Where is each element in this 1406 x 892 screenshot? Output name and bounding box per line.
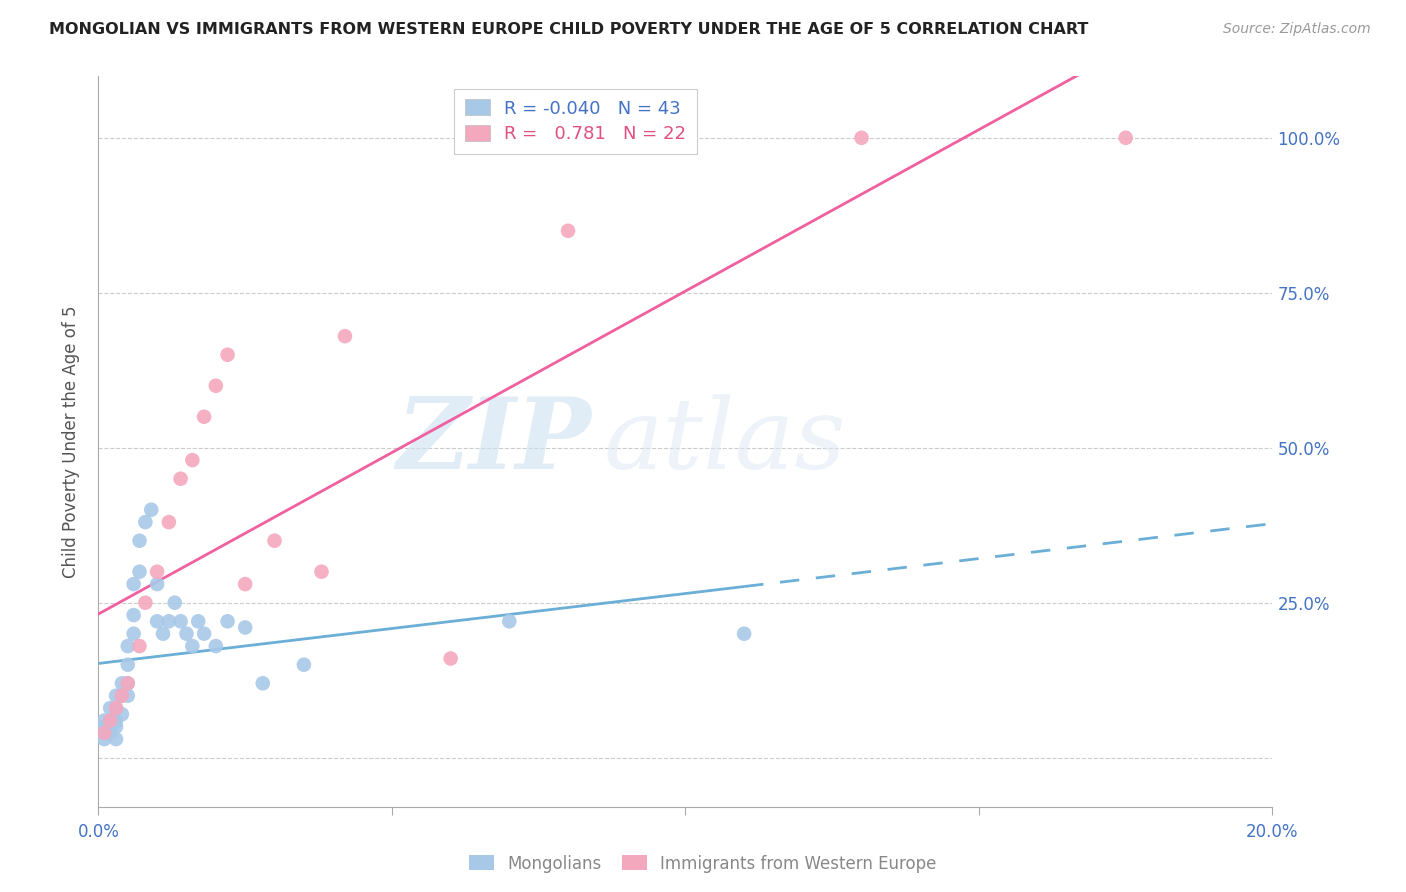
Text: Source: ZipAtlas.com: Source: ZipAtlas.com — [1223, 22, 1371, 37]
Point — [851, 130, 873, 145]
Point — [146, 565, 169, 579]
Point — [157, 615, 180, 629]
Point — [187, 615, 209, 629]
Point — [98, 720, 121, 734]
Point — [146, 615, 169, 629]
Point — [117, 639, 139, 653]
Point — [117, 676, 139, 690]
Point — [193, 409, 215, 424]
Point — [117, 689, 139, 703]
Point — [181, 453, 204, 467]
Point — [205, 639, 228, 653]
Point — [117, 657, 139, 672]
Point — [146, 577, 169, 591]
Point — [439, 651, 461, 665]
Point — [111, 689, 134, 703]
Point — [122, 608, 145, 623]
Point — [292, 657, 315, 672]
Point — [105, 732, 128, 747]
Point — [134, 515, 156, 529]
Point — [193, 626, 215, 640]
Point — [152, 626, 174, 640]
Point — [157, 515, 180, 529]
Point — [117, 676, 139, 690]
Point — [98, 714, 121, 728]
Point — [128, 565, 150, 579]
Point — [217, 348, 239, 362]
Text: ZIP: ZIP — [396, 393, 592, 490]
Legend: Mongolians, Immigrants from Western Europe: Mongolians, Immigrants from Western Euro… — [463, 848, 943, 880]
Point — [111, 676, 134, 690]
Point — [557, 224, 579, 238]
Y-axis label: Child Poverty Under the Age of 5: Child Poverty Under the Age of 5 — [62, 305, 80, 578]
Point — [105, 720, 128, 734]
Point — [93, 732, 115, 747]
Point — [498, 615, 520, 629]
Point — [98, 726, 121, 740]
Point — [176, 626, 198, 640]
Point — [93, 726, 115, 740]
Point — [105, 701, 128, 715]
Point — [169, 615, 191, 629]
Point — [98, 701, 121, 715]
Point — [169, 472, 191, 486]
Point — [217, 615, 239, 629]
Point — [128, 533, 150, 548]
Point — [122, 626, 145, 640]
Point — [93, 720, 115, 734]
Point — [105, 701, 128, 715]
Point — [128, 639, 150, 653]
Point — [134, 596, 156, 610]
Point — [263, 533, 285, 548]
Text: atlas: atlas — [603, 394, 846, 489]
Point — [141, 502, 163, 516]
Point — [233, 577, 256, 591]
Point — [93, 714, 115, 728]
Point — [163, 596, 186, 610]
Point — [733, 626, 755, 640]
Point — [98, 714, 121, 728]
Point — [122, 577, 145, 591]
Point — [105, 689, 128, 703]
Point — [205, 378, 228, 392]
Point — [311, 565, 333, 579]
Text: MONGOLIAN VS IMMIGRANTS FROM WESTERN EUROPE CHILD POVERTY UNDER THE AGE OF 5 COR: MONGOLIAN VS IMMIGRANTS FROM WESTERN EUR… — [49, 22, 1088, 37]
Legend: R = -0.040   N = 43, R =   0.781   N = 22: R = -0.040 N = 43, R = 0.781 N = 22 — [454, 88, 697, 154]
Point — [233, 620, 256, 634]
Point — [111, 707, 134, 722]
Point — [252, 676, 274, 690]
Point — [181, 639, 204, 653]
Point — [1115, 130, 1137, 145]
Point — [105, 714, 128, 728]
Point — [111, 689, 134, 703]
Point — [333, 329, 356, 343]
